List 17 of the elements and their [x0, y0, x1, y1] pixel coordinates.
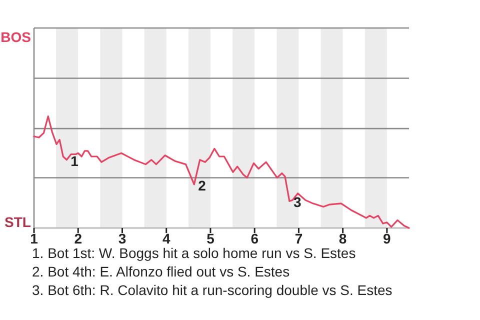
- x-tick-label: 5: [206, 230, 215, 247]
- x-tick-label: 2: [74, 230, 82, 247]
- text: 1. Bot 1st: W. Boggs hit a solo home run vs S. Estes: [32, 245, 356, 261]
- x-tick-label: 1: [30, 230, 38, 247]
- x-tick-label: 6: [250, 230, 259, 247]
- text: 2. Bot 4th: E. Alfonzo flied out vs S. Estes: [32, 264, 290, 280]
- text: STL: [4, 214, 32, 230]
- x-tick-label: 3: [118, 230, 126, 247]
- annotation: 1: [70, 152, 79, 169]
- annotation: 3: [293, 194, 302, 210]
- text: BOS: [0, 29, 31, 45]
- x-tick-label: 9: [383, 230, 392, 247]
- x-tick-label: 8: [338, 230, 347, 247]
- x-tick-label: 7: [294, 230, 303, 247]
- text: 3. Bot 6th: R. Colavito hit a run-scoring double vs S. Estes: [32, 282, 392, 298]
- x-tick-label: 4: [162, 230, 170, 247]
- annotation: 2: [198, 177, 206, 194]
